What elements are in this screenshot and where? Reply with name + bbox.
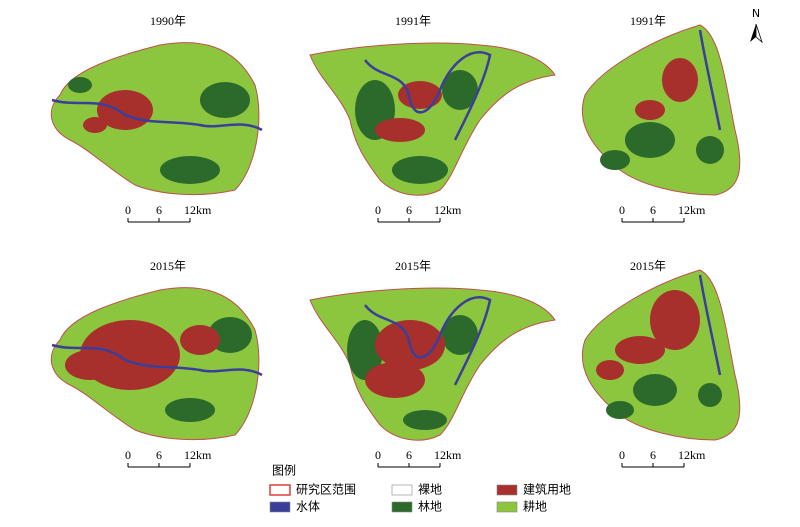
legend-swatch	[391, 501, 413, 513]
panel-title: 1991年	[395, 14, 431, 28]
land-area	[50, 42, 260, 196]
scale-label: 0	[375, 448, 381, 462]
river	[51, 98, 263, 132]
forest-patch	[403, 410, 447, 430]
scale-label: 6	[156, 448, 162, 462]
built-patch	[650, 290, 700, 350]
scale-label: 12km	[184, 448, 212, 462]
built-patch	[662, 58, 698, 102]
built-patch	[65, 350, 115, 380]
forest-patch	[442, 315, 478, 355]
legend-label: 水体	[296, 500, 320, 514]
forest-patch	[698, 383, 722, 407]
legend-swatch	[496, 484, 518, 496]
north-label: N	[752, 7, 760, 20]
scale-label: 0	[619, 203, 625, 217]
scale-label: 12km	[678, 203, 706, 217]
forest-patch	[200, 82, 250, 118]
forest-patch	[392, 156, 448, 184]
forest-patch	[347, 320, 383, 380]
scale-label: 6	[156, 203, 162, 217]
forest-patch	[68, 77, 92, 93]
panel-title: 2015年	[630, 259, 666, 273]
panel-title: 1991年	[630, 14, 666, 28]
panel-title: 2015年	[395, 259, 431, 273]
built-patch	[180, 325, 220, 355]
river	[364, 296, 492, 386]
forest-patch	[165, 398, 215, 422]
legend-swatch	[269, 484, 291, 496]
scale-label: 6	[650, 203, 656, 217]
scale-label: 12km	[184, 203, 212, 217]
map-panel	[581, 24, 741, 196]
legend-swatch	[269, 501, 291, 513]
map-panel	[309, 42, 556, 196]
legend-title: 图例	[272, 464, 296, 478]
built-patch	[375, 118, 425, 142]
scale-label: 0	[125, 448, 131, 462]
map-panel	[309, 287, 556, 441]
scale-label: 12km	[678, 448, 706, 462]
legend-label: 林地	[418, 500, 442, 514]
scale-label: 12km	[434, 448, 462, 462]
scale-label: 0	[375, 203, 381, 217]
river	[698, 274, 722, 376]
legend-label: 建筑用地	[523, 482, 571, 497]
north-arrow: N	[750, 7, 763, 44]
map-panel	[581, 269, 741, 441]
built-patch	[83, 117, 107, 133]
built-patch	[365, 362, 425, 398]
forest-patch	[160, 156, 220, 184]
legend-swatch	[391, 484, 413, 496]
north-arrow-right	[755, 23, 763, 44]
built-patch	[615, 336, 665, 364]
forest-patch	[633, 374, 677, 406]
forest-patch	[600, 150, 630, 170]
north-arrow-left	[750, 24, 756, 42]
maps	[50, 24, 741, 441]
river	[51, 343, 263, 377]
river	[698, 29, 722, 131]
legend-swatch	[496, 501, 518, 513]
panel-title: 2015年	[150, 259, 186, 273]
forest-patch	[442, 70, 478, 110]
built-patch	[596, 360, 624, 380]
built-patch	[398, 81, 442, 109]
scale-label: 6	[406, 448, 412, 462]
legend-label: 研究区范围	[296, 482, 356, 497]
scale-label: 0	[125, 203, 131, 217]
scale-label: 6	[650, 448, 656, 462]
scale-label: 12km	[434, 203, 462, 217]
scale-label: 6	[406, 203, 412, 217]
river	[364, 51, 492, 141]
built-patch	[635, 100, 665, 120]
map-panel	[50, 287, 263, 441]
map-panel	[50, 42, 263, 196]
forest-patch	[606, 401, 634, 419]
forest-patch	[696, 136, 724, 164]
forest-patch	[625, 122, 675, 158]
panel-title: 1990年	[150, 14, 186, 28]
legend-label: 裸地	[418, 482, 442, 497]
scale-label: 0	[619, 448, 625, 462]
legend-label: 耕地	[523, 499, 547, 514]
